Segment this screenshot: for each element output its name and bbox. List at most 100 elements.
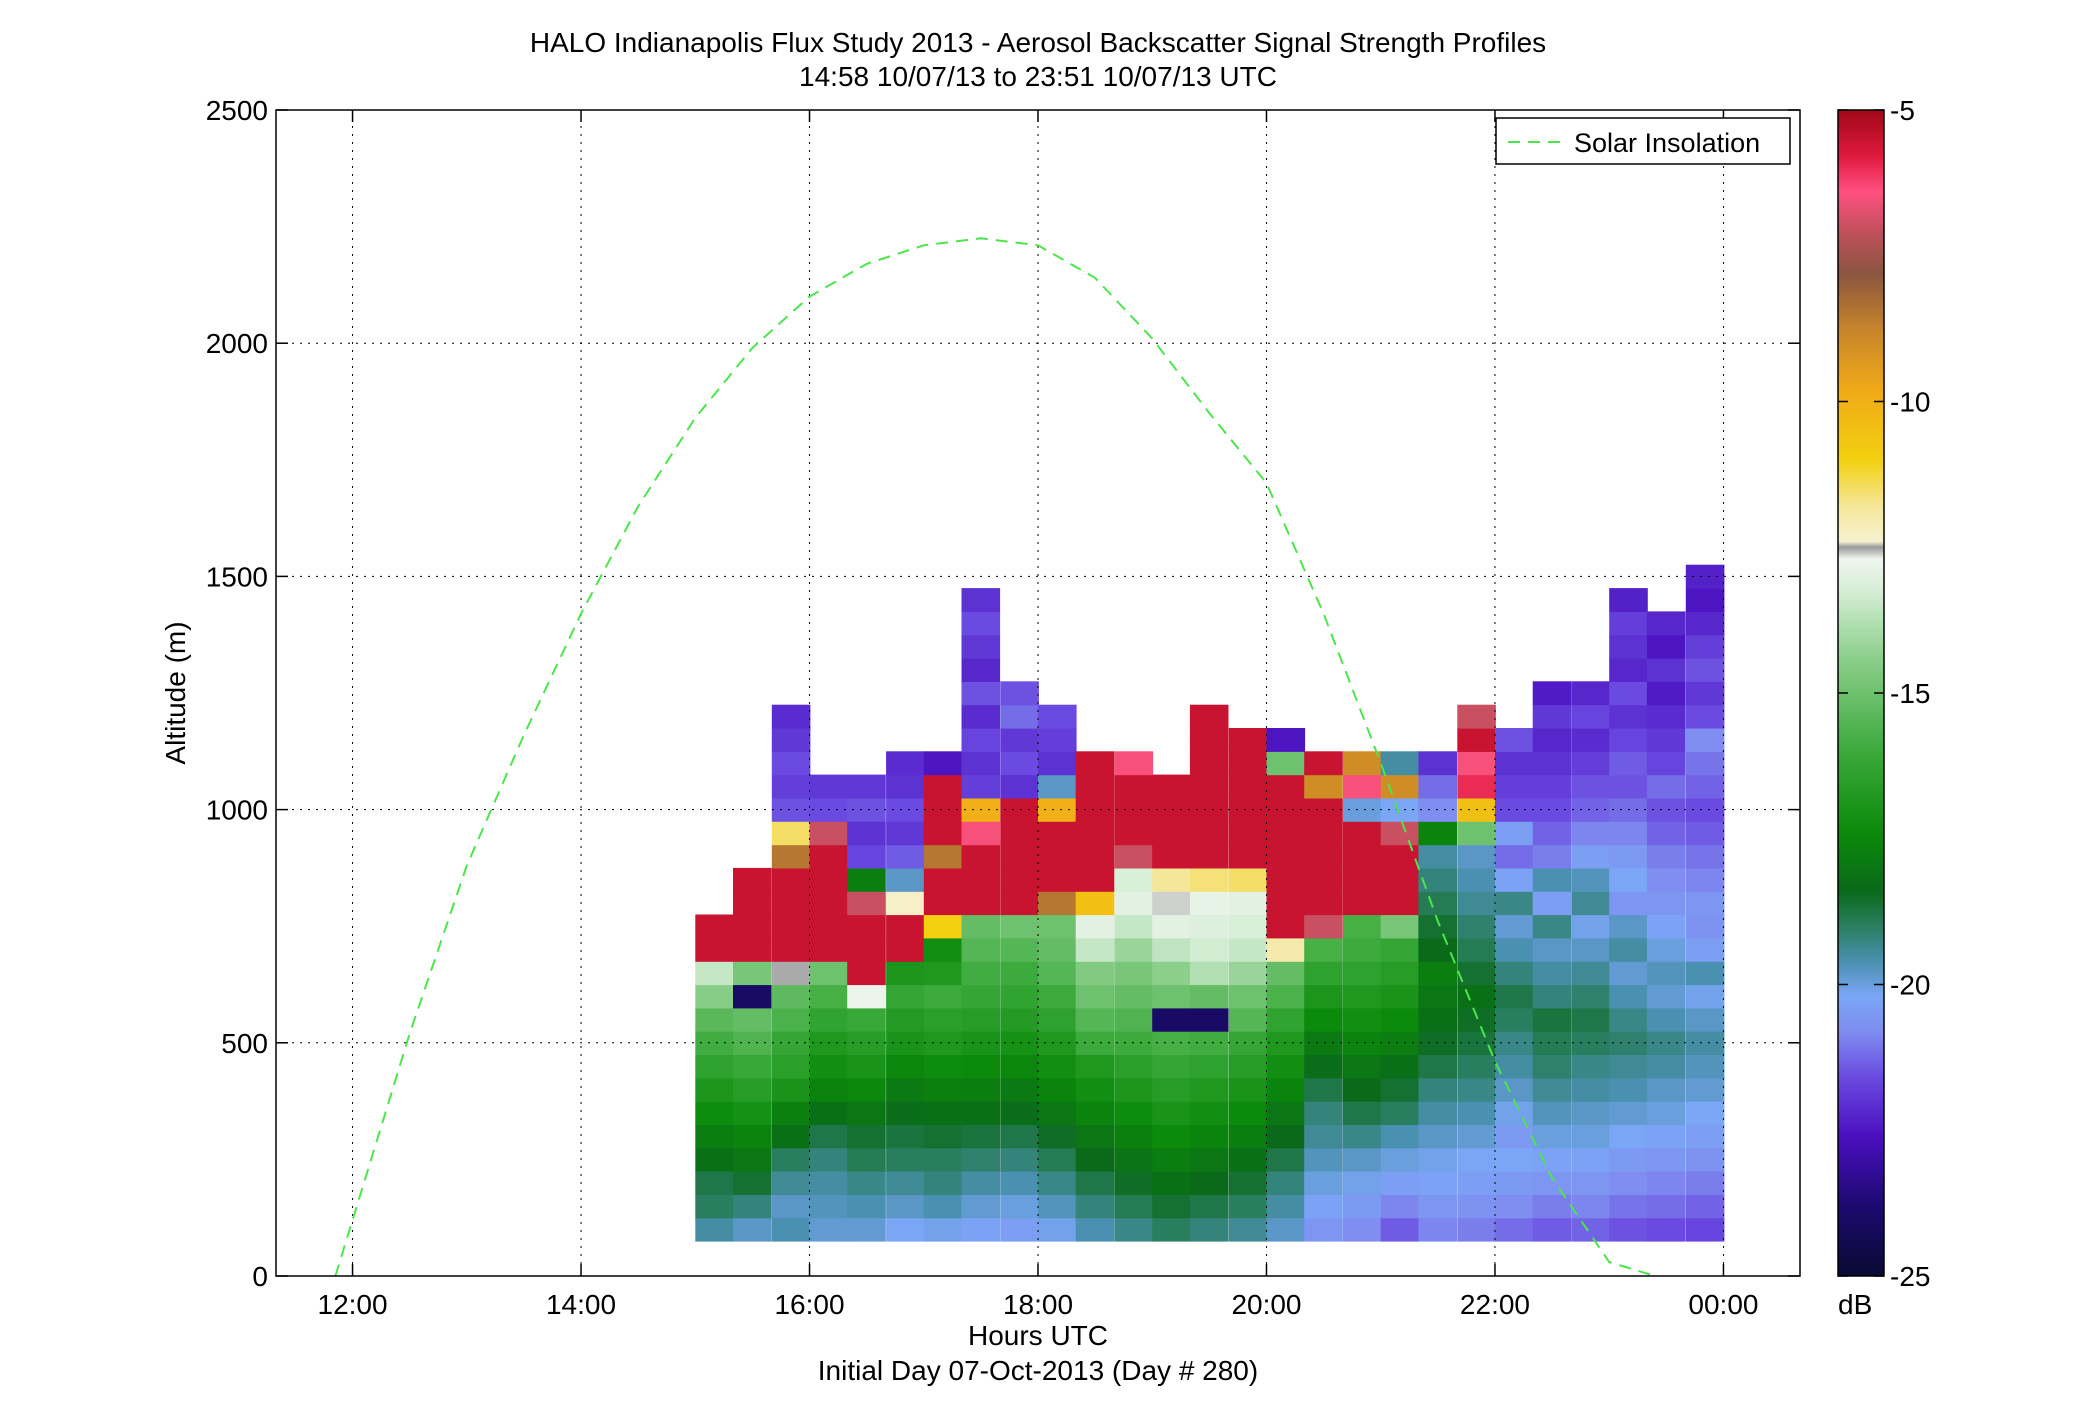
heatmap-cell-3-13 bbox=[809, 914, 849, 939]
heatmap-cell-14-16 bbox=[1228, 844, 1268, 869]
heatmap-cell-26-17 bbox=[1685, 821, 1725, 846]
heatmap-cell-3-3 bbox=[809, 1147, 849, 1172]
heatmap-cell-26-8 bbox=[1685, 1031, 1725, 1055]
x-tick-label-2: 16:00 bbox=[774, 1289, 844, 1320]
heatmap-cell-26-10 bbox=[1685, 984, 1725, 1009]
heatmap-cell-16-6 bbox=[1304, 1077, 1343, 1102]
heatmap-cell-1-15 bbox=[733, 867, 772, 892]
heatmap-cell-4-15 bbox=[847, 867, 886, 892]
heatmap-cell-14-18 bbox=[1228, 797, 1268, 822]
heatmap-cell-9-0 bbox=[1038, 1217, 1077, 1242]
heatmap-cell-12-0 bbox=[1152, 1217, 1191, 1242]
heatmap-cell-7-26 bbox=[961, 611, 1001, 636]
heatmap-cell-10-14 bbox=[1075, 891, 1115, 916]
heatmap-cell-15-1 bbox=[1266, 1194, 1306, 1219]
heatmap-cell-12-19 bbox=[1152, 774, 1191, 799]
heatmap-cell-17-1 bbox=[1343, 1194, 1382, 1219]
heatmap-cell-23-14 bbox=[1571, 891, 1611, 916]
x-tick-label-4: 20:00 bbox=[1231, 1289, 1301, 1320]
heatmap-cell-15-0 bbox=[1266, 1217, 1306, 1242]
heatmap-cell-9-20 bbox=[1038, 751, 1077, 776]
heatmap-cell-16-12 bbox=[1304, 937, 1343, 962]
heatmap-cell-1-6 bbox=[733, 1077, 772, 1102]
heatmap-cell-18-8 bbox=[1380, 1031, 1420, 1055]
heatmap-cell-24-12 bbox=[1609, 937, 1648, 962]
heatmap-cell-23-1 bbox=[1571, 1194, 1611, 1219]
heatmap-cell-19-16 bbox=[1418, 844, 1457, 869]
heatmap-cell-20-2 bbox=[1457, 1171, 1496, 1195]
heatmap-cell-12-17 bbox=[1152, 821, 1191, 846]
heatmap-cell-5-18 bbox=[886, 797, 925, 822]
heatmap-cell-0-3 bbox=[695, 1147, 734, 1172]
heatmap-cell-24-26 bbox=[1609, 611, 1648, 636]
heatmap-cell-17-8 bbox=[1343, 1031, 1382, 1055]
heatmap-cell-5-19 bbox=[886, 774, 925, 799]
x-tick-label-5: 22:00 bbox=[1460, 1289, 1530, 1320]
heatmap-cell-24-16 bbox=[1609, 844, 1648, 869]
heatmap-cell-24-15 bbox=[1609, 867, 1648, 892]
heatmap-cell-5-0 bbox=[886, 1217, 925, 1242]
heatmap-cell-25-6 bbox=[1646, 1077, 1686, 1102]
heatmap-cell-7-24 bbox=[961, 658, 1001, 682]
heatmap-cell-0-0 bbox=[695, 1217, 734, 1242]
heatmap-cell-0-7 bbox=[695, 1054, 734, 1079]
heatmap-cell-14-21 bbox=[1228, 728, 1268, 752]
heatmap-cell-4-2 bbox=[847, 1171, 886, 1195]
heatmap-cell-3-5 bbox=[809, 1101, 849, 1125]
x-tick-label-0: 12:00 bbox=[318, 1289, 388, 1320]
colorbar-unit: dB bbox=[1838, 1289, 1872, 1320]
heatmap-cell-21-1 bbox=[1495, 1194, 1534, 1219]
heatmap-cell-15-6 bbox=[1266, 1077, 1306, 1102]
heatmap-cell-4-18 bbox=[847, 797, 886, 822]
heatmap-cell-23-4 bbox=[1571, 1124, 1611, 1149]
heatmap-cell-25-21 bbox=[1646, 728, 1686, 752]
legend-box bbox=[1495, 117, 1791, 165]
heatmap-cell-14-17 bbox=[1228, 821, 1268, 846]
heatmap-cell-12-10 bbox=[1152, 984, 1191, 1009]
heatmap-cell-6-19 bbox=[923, 774, 963, 799]
heatmap-cell-23-6 bbox=[1571, 1077, 1611, 1102]
heatmap-cell-0-13 bbox=[695, 914, 734, 939]
heatmap-cell-1-10 bbox=[733, 984, 772, 1009]
heatmap-cell-24-17 bbox=[1609, 821, 1648, 846]
heatmap-cell-26-22 bbox=[1685, 704, 1725, 729]
heatmap-cell-9-19 bbox=[1038, 774, 1077, 799]
heatmap-cell-25-24 bbox=[1646, 658, 1686, 682]
heatmap-cell-25-5 bbox=[1646, 1101, 1686, 1125]
heatmap-cell-21-13 bbox=[1495, 914, 1534, 939]
heatmap-cell-13-17 bbox=[1189, 821, 1229, 846]
heatmap-cell-23-19 bbox=[1571, 774, 1611, 799]
heatmap-cell-20-13 bbox=[1457, 914, 1496, 939]
heatmap-cell-21-8 bbox=[1495, 1031, 1534, 1055]
heatmap-cell-8-3 bbox=[1000, 1147, 1039, 1172]
heatmap-cell-24-4 bbox=[1609, 1124, 1648, 1149]
heatmap-cell-11-5 bbox=[1114, 1101, 1154, 1125]
heatmap-cell-11-6 bbox=[1114, 1077, 1154, 1102]
heatmap-cell-14-15 bbox=[1228, 867, 1268, 892]
heatmap-cell-15-4 bbox=[1266, 1124, 1306, 1149]
heatmap-cell-25-0 bbox=[1646, 1217, 1686, 1242]
heatmap-cell-22-14 bbox=[1532, 891, 1572, 916]
heatmap-cell-23-15 bbox=[1571, 867, 1611, 892]
heatmap-cell-17-18 bbox=[1343, 797, 1382, 822]
heatmap-cell-21-5 bbox=[1495, 1101, 1534, 1125]
heatmap-cell-6-7 bbox=[923, 1054, 963, 1079]
heatmap-cell-18-11 bbox=[1380, 961, 1420, 986]
heatmap-cell-25-14 bbox=[1646, 891, 1686, 916]
heatmap-cell-12-16 bbox=[1152, 844, 1191, 869]
heatmap-cell-2-14 bbox=[771, 891, 811, 916]
heatmap-cell-8-19 bbox=[1000, 774, 1039, 799]
heatmap-cell-19-5 bbox=[1418, 1101, 1457, 1125]
heatmap-cell-26-5 bbox=[1685, 1101, 1725, 1125]
heatmap-cell-10-7 bbox=[1075, 1054, 1115, 1079]
heatmap-cell-11-13 bbox=[1114, 914, 1154, 939]
heatmap-cell-9-15 bbox=[1038, 867, 1077, 892]
heatmap-cell-11-17 bbox=[1114, 821, 1154, 846]
x-tick-label-3: 18:00 bbox=[1003, 1289, 1073, 1320]
heatmap-cell-10-18 bbox=[1075, 797, 1115, 822]
heatmap-cell-4-19 bbox=[847, 774, 886, 799]
colorbar-tick-label-2: -15 bbox=[1890, 678, 1930, 709]
heatmap-cell-20-11 bbox=[1457, 961, 1496, 986]
heatmap-cell-17-3 bbox=[1343, 1147, 1382, 1172]
heatmap-cell-7-17 bbox=[961, 821, 1001, 846]
